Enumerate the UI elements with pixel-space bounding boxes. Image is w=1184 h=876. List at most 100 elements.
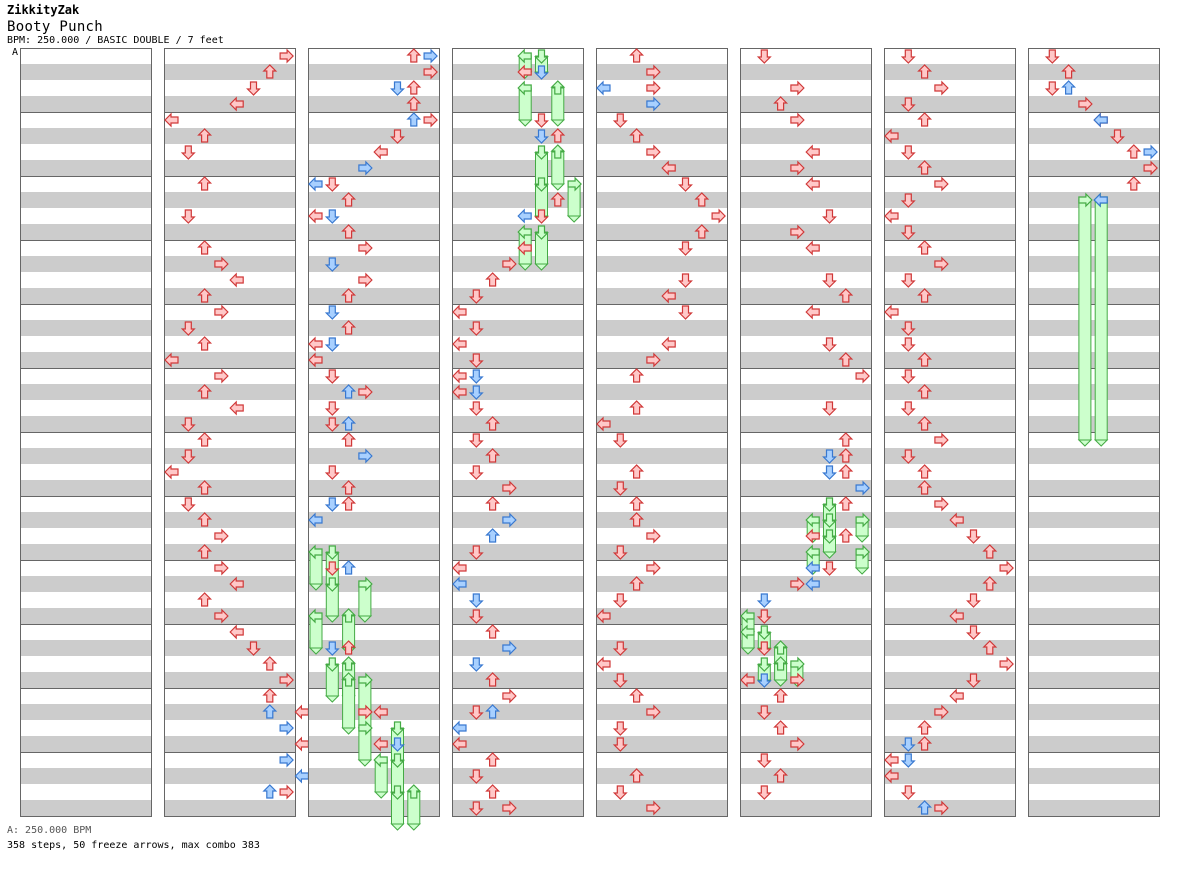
step-arrow-red [917, 416, 933, 431]
freeze-arrow-head [855, 512, 870, 528]
step-arrow-blue [805, 560, 820, 576]
step-arrow-red [406, 80, 422, 95]
step-arrow-red [358, 240, 373, 256]
beat-stripe [20, 288, 152, 304]
step-arrow-red [452, 560, 467, 576]
step-arrow-red [180, 321, 196, 336]
step-arrow-red [612, 785, 628, 800]
step-arrow-red [982, 640, 998, 655]
step-arrow-red [1078, 96, 1093, 112]
step-arrow-red [279, 784, 294, 800]
step-arrow-red [900, 337, 916, 352]
freeze-arrow-head [740, 608, 755, 624]
step-arrow-red [468, 289, 484, 304]
freeze-arrow-head [567, 176, 582, 192]
song-title: Booty Punch [7, 19, 104, 35]
step-arrow-red [390, 129, 405, 144]
beat-stripe [164, 736, 296, 752]
step-arrow-red [341, 496, 357, 511]
beat-stripe [1028, 800, 1160, 816]
freeze-arrow-tail [308, 647, 324, 655]
step-arrow-red [646, 800, 661, 816]
freeze-arrow-head [406, 784, 422, 799]
beat-stripe [308, 224, 440, 240]
step-arrow-red [373, 704, 388, 720]
beat-stripe [164, 64, 296, 80]
step-arrow-red [629, 464, 645, 479]
step-arrow-red [214, 368, 229, 384]
chart-column-2 [164, 48, 343, 817]
step-arrow-blue [324, 337, 340, 352]
step-arrow-red [629, 496, 645, 511]
freeze-arrow-tail [1077, 439, 1093, 447]
step-arrow-red [900, 145, 916, 160]
freeze-arrow-head [756, 657, 772, 672]
step-arrow-red [214, 608, 229, 624]
freeze-arrow-head [517, 48, 532, 64]
beat-stripe [164, 416, 296, 432]
step-arrow-red [949, 688, 964, 704]
beat-stripe [20, 608, 152, 624]
freeze-arrow-head [773, 656, 789, 671]
beat-stripe [740, 128, 872, 144]
step-arrow-red [900, 449, 916, 464]
beat-stripe [884, 384, 1016, 400]
step-arrow-red [661, 160, 676, 176]
step-arrow-red [612, 673, 628, 688]
beat-stripe [1028, 608, 1160, 624]
beat-stripe [884, 256, 1016, 272]
step-arrow-red [900, 369, 916, 384]
step-arrow-blue [1093, 192, 1108, 208]
beat-stripe [1028, 768, 1160, 784]
beat-stripe [596, 608, 728, 624]
beat-stripe [308, 320, 440, 336]
step-arrow-red [646, 144, 661, 160]
step-arrow-red [229, 272, 244, 288]
beat-stripe [740, 384, 872, 400]
step-arrow-red [678, 305, 693, 320]
step-arrow-red [1044, 81, 1060, 96]
beat-stripe [1028, 704, 1160, 720]
beat-stripe [308, 160, 440, 176]
step-arrow-red [341, 640, 357, 655]
freeze-arrow-tail [740, 647, 756, 655]
step-arrow-blue [534, 65, 549, 80]
step-arrow-red [262, 688, 278, 703]
step-arrow-red [756, 641, 772, 656]
freeze-arrow-head [773, 640, 789, 655]
step-arrow-red [485, 272, 501, 287]
freeze-arrow-head [550, 144, 566, 159]
step-arrow-red [629, 368, 645, 383]
step-arrow-red [949, 512, 964, 528]
step-arrow-red [485, 448, 501, 463]
bpm-marker-label: A [12, 47, 19, 58]
beat-stripe [164, 672, 296, 688]
beat-stripe [740, 256, 872, 272]
step-arrow-red [468, 801, 484, 816]
beat-stripe [884, 416, 1016, 432]
step-arrow-red [423, 112, 438, 128]
step-arrow-blue [452, 720, 467, 736]
step-arrow-blue [468, 369, 484, 384]
beat-stripe [20, 640, 152, 656]
step-arrow-red [468, 353, 484, 368]
freeze-arrow-head [324, 657, 340, 672]
step-arrow-red [452, 304, 467, 320]
step-arrow-red [966, 625, 981, 640]
step-arrow-red [934, 176, 949, 192]
step-arrow-red [822, 209, 837, 224]
step-arrow-blue [279, 720, 294, 736]
step-arrow-red [900, 401, 916, 416]
step-arrow-red [917, 384, 933, 399]
beat-stripe [740, 416, 872, 432]
step-arrow-red [1143, 160, 1158, 176]
freeze-arrow-head [855, 544, 870, 560]
beat-stripe [308, 192, 440, 208]
beat-stripe [596, 192, 728, 208]
step-arrow-red [197, 384, 213, 399]
beat-stripe [20, 768, 152, 784]
beat-stripe [452, 192, 584, 208]
step-arrow-blue [341, 560, 357, 575]
step-arrow-red [934, 496, 949, 512]
step-arrow-red [180, 145, 196, 160]
